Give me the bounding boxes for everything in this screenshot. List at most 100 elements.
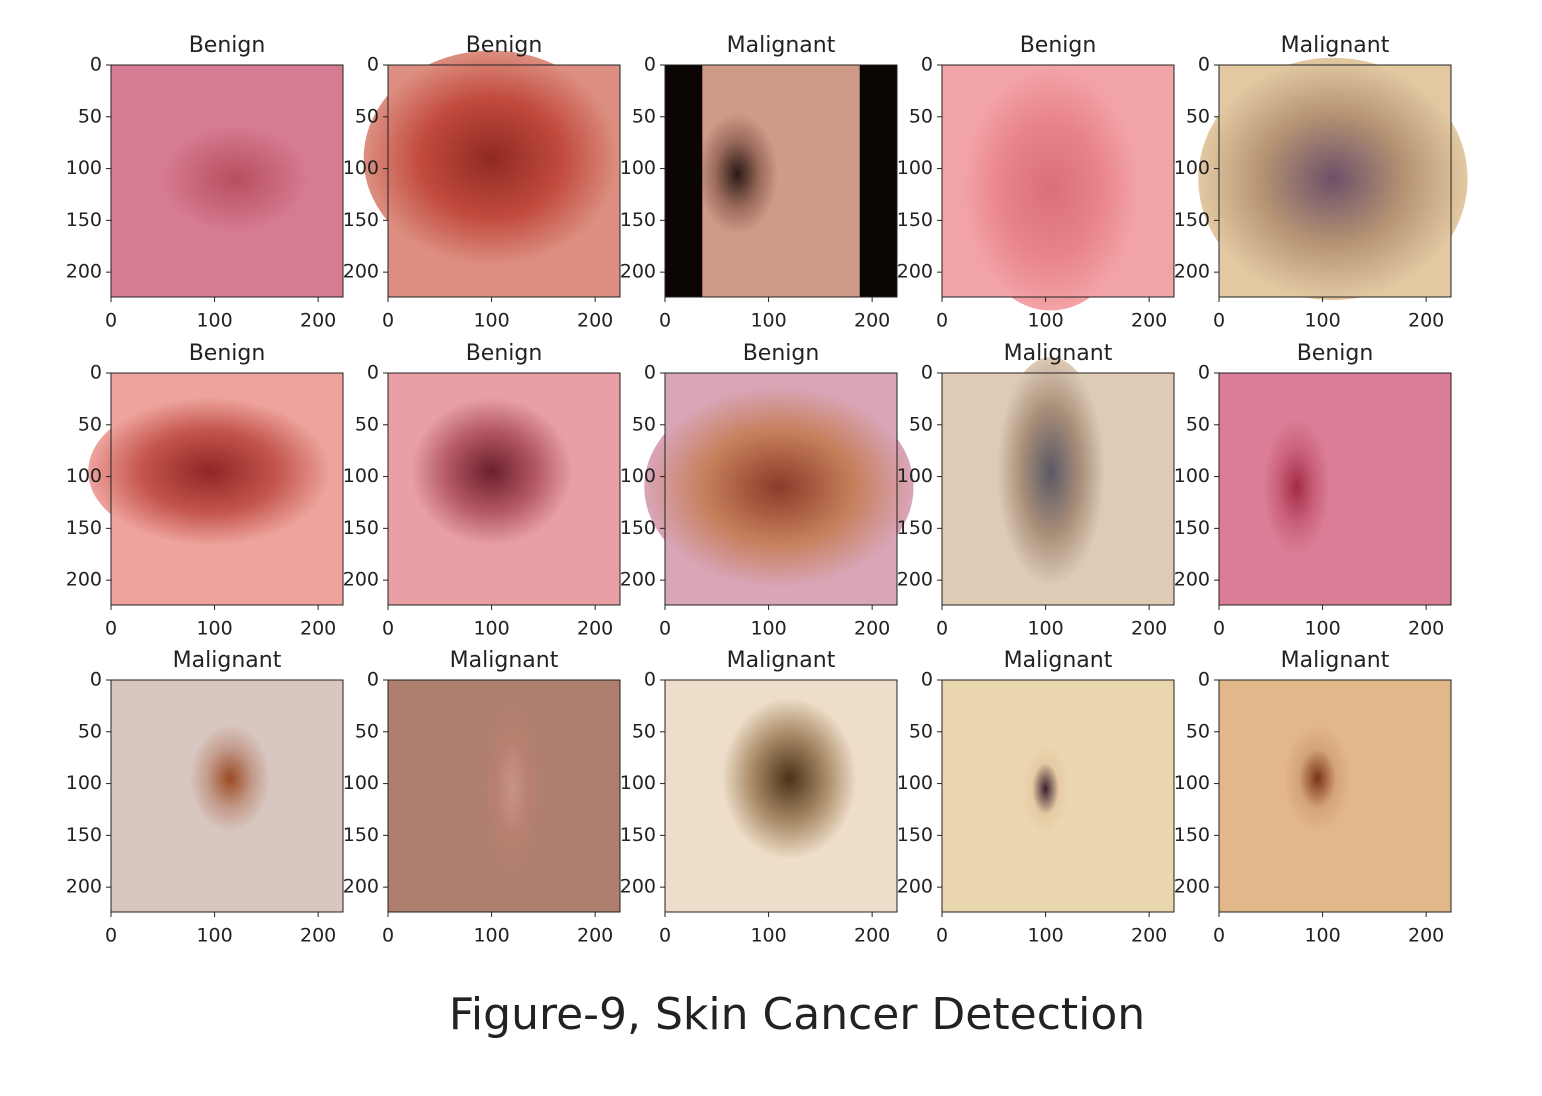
panel: Benign 0 100 200 0 50 100 150 200 (343, 33, 621, 332)
y-tick-label: 0 (644, 362, 656, 384)
axes-frame (1218, 679, 1452, 913)
y-tick-label: 200 (620, 261, 656, 283)
panel: Malignant 0 100 200 0 50 100 150 200 (620, 648, 898, 947)
y-tick-label: 150 (620, 209, 656, 231)
x-tick-label: 200 (1131, 310, 1167, 332)
y-tick-label: 0 (644, 669, 656, 691)
axes-frame (941, 679, 1175, 913)
x-tick-label: 200 (577, 618, 613, 640)
y-tick-label: 100 (343, 465, 379, 487)
x-tick-label: 0 (659, 310, 671, 332)
axes-frame (1218, 372, 1452, 606)
lesion (1021, 741, 1070, 836)
lesion (644, 385, 914, 588)
y-tick-label: 50 (1186, 720, 1210, 742)
y-tick-label: 50 (1186, 105, 1210, 127)
lesion (1263, 419, 1331, 555)
y-tick-label: 100 (897, 772, 933, 794)
y-tick-label: 150 (897, 209, 933, 231)
x-tick-label: 100 (750, 925, 786, 947)
x-tick-label: 200 (300, 618, 336, 640)
x-tick-label: 0 (936, 618, 948, 640)
lesion (410, 397, 573, 546)
panel-title: Malignant (727, 33, 836, 58)
y-tick-label: 150 (66, 824, 102, 846)
y-tick-label: 150 (620, 824, 656, 846)
axes-frame (1218, 64, 1452, 298)
y-tick-label: 200 (343, 876, 379, 898)
x-tick-label: 200 (1408, 618, 1444, 640)
x-tick-label: 100 (1027, 925, 1063, 947)
y-tick-label: 200 (897, 569, 933, 591)
x-tick-label: 0 (105, 925, 117, 947)
x-tick-label: 0 (382, 618, 394, 640)
y-tick-label: 50 (78, 105, 102, 127)
lesion (189, 724, 271, 833)
y-tick-label: 150 (343, 824, 379, 846)
y-tick-label: 200 (620, 569, 656, 591)
black-bar (665, 65, 703, 297)
y-tick-label: 50 (78, 413, 102, 435)
y-tick-label: 0 (90, 54, 102, 76)
panel: Malignant 0 100 200 0 50 100 150 200 (1174, 33, 1468, 332)
y-tick-label: 150 (1174, 824, 1210, 846)
panel-title: Benign (466, 33, 543, 58)
y-tick-label: 0 (90, 362, 102, 384)
lesion (721, 697, 857, 860)
y-tick-label: 100 (1174, 465, 1210, 487)
x-tick-label: 100 (1304, 310, 1340, 332)
y-tick-label: 50 (355, 720, 379, 742)
x-tick-label: 0 (1213, 618, 1225, 640)
y-tick-label: 100 (897, 465, 933, 487)
panel: Malignant 0 100 200 0 50 100 150 200 (1174, 648, 1452, 947)
y-tick-label: 200 (1174, 569, 1210, 591)
y-tick-label: 200 (897, 261, 933, 283)
y-tick-label: 50 (355, 105, 379, 127)
axes-frame (110, 679, 344, 913)
y-tick-label: 150 (620, 517, 656, 539)
y-tick-label: 50 (355, 413, 379, 435)
y-tick-label: 150 (897, 824, 933, 846)
panel-title: Malignant (1281, 33, 1390, 58)
panel: Benign 0 100 200 0 50 100 150 200 (66, 341, 344, 640)
x-tick-label: 200 (1131, 618, 1167, 640)
lesion (363, 50, 620, 266)
y-tick-label: 150 (66, 209, 102, 231)
x-tick-label: 0 (936, 925, 948, 947)
y-tick-label: 150 (1174, 209, 1210, 231)
x-tick-label: 0 (105, 618, 117, 640)
panel: Benign 0 100 200 0 50 100 150 200 (343, 341, 621, 640)
y-tick-label: 0 (921, 362, 933, 384)
y-tick-label: 200 (66, 569, 102, 591)
lesion (996, 356, 1105, 586)
y-tick-label: 50 (909, 105, 933, 127)
x-tick-label: 200 (577, 925, 613, 947)
axes-frame (941, 64, 1175, 298)
x-tick-label: 100 (1304, 618, 1340, 640)
panel-title: Benign (466, 341, 543, 366)
y-tick-label: 50 (1186, 413, 1210, 435)
y-tick-label: 150 (343, 209, 379, 231)
x-tick-label: 0 (1213, 310, 1225, 332)
y-tick-label: 100 (66, 465, 102, 487)
panel-title: Benign (1020, 33, 1097, 58)
panel-title: Malignant (727, 648, 836, 673)
y-tick-label: 0 (1198, 54, 1210, 76)
x-tick-label: 200 (1408, 310, 1444, 332)
lesion (697, 113, 778, 235)
y-tick-label: 0 (1198, 362, 1210, 384)
y-tick-label: 0 (90, 669, 102, 691)
panel: Malignant 0 100 200 0 50 100 150 200 (343, 648, 621, 947)
axes-frame (664, 372, 898, 606)
y-tick-label: 0 (921, 54, 933, 76)
x-tick-label: 200 (854, 925, 890, 947)
y-tick-label: 200 (343, 569, 379, 591)
x-tick-label: 100 (473, 618, 509, 640)
panel-title: Benign (1297, 341, 1374, 366)
x-tick-label: 0 (382, 925, 394, 947)
x-tick-label: 100 (1304, 925, 1340, 947)
x-tick-label: 100 (473, 925, 509, 947)
x-tick-label: 100 (750, 310, 786, 332)
x-tick-label: 0 (659, 925, 671, 947)
